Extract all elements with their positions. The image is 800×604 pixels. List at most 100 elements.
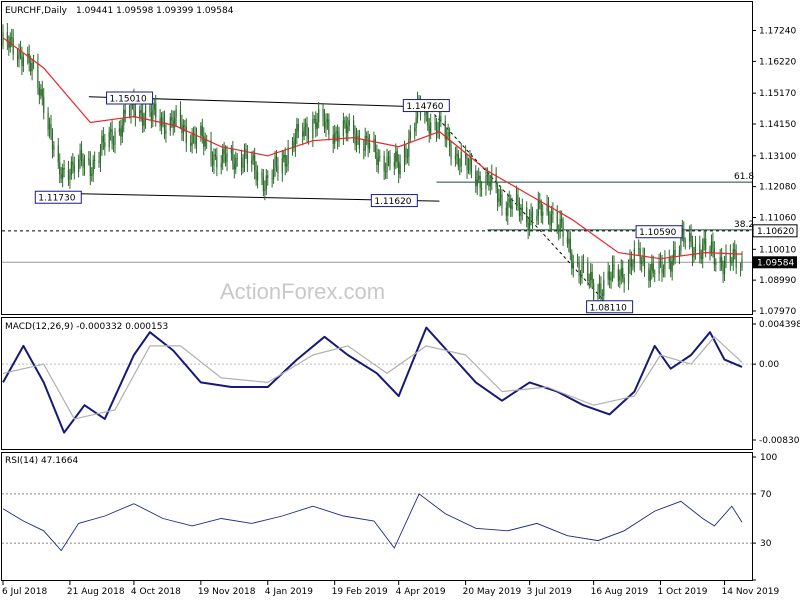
candle-body (145, 106, 146, 120)
price-annotation-label: 1.14760 (406, 102, 443, 112)
candle-body (477, 179, 478, 186)
x-axis-label: 1 Oct 2019 (658, 587, 708, 597)
candle-body (570, 239, 571, 253)
candle-body (552, 211, 553, 214)
candle-body (631, 259, 632, 267)
candle-body (176, 109, 177, 117)
candle-body (600, 284, 601, 294)
candle-body (517, 195, 518, 202)
rsi-axis-label: 70 (760, 490, 772, 500)
candle-body (597, 291, 598, 299)
fibonacci-label: 38.2 (734, 220, 754, 230)
candle-body (709, 250, 710, 252)
candle-body (363, 149, 364, 151)
candle-body (603, 280, 604, 296)
candle-body (18, 50, 19, 60)
candle-body (277, 166, 278, 174)
level-price-label: 1.10620 (757, 227, 794, 237)
candle-body (592, 272, 593, 283)
candle-body (512, 205, 513, 209)
candle-body (343, 120, 344, 135)
candle-body (583, 263, 584, 264)
candle-body (162, 118, 163, 120)
candle-body (90, 160, 91, 176)
candle-body (267, 175, 268, 178)
candle-body (456, 154, 457, 156)
candle-body (74, 165, 75, 172)
candle-body (186, 127, 187, 143)
candle-body (72, 162, 73, 165)
candle-body (648, 268, 649, 281)
candle-body (222, 149, 223, 164)
candle-body (274, 156, 275, 167)
x-axis-label: 4 Oct 2018 (131, 587, 181, 597)
candle-body (587, 263, 588, 281)
candle-body (375, 139, 376, 152)
candle-body (608, 271, 609, 279)
candle-body (510, 199, 511, 209)
candle-body (171, 117, 172, 120)
candle-body (63, 168, 64, 170)
candle-body (577, 263, 578, 264)
candle-body (385, 171, 386, 172)
candle-body (407, 157, 408, 158)
candle-body (68, 170, 69, 180)
candle-body (17, 55, 18, 60)
candle-body (660, 261, 661, 262)
price-annotation-label: 1.08110 (590, 303, 627, 313)
candle-body (101, 136, 102, 150)
candle-body (129, 114, 130, 115)
x-axis-label: 19 Nov 2018 (198, 587, 256, 597)
candle-body (125, 110, 126, 114)
candle-body (705, 239, 706, 250)
candle-body (725, 253, 726, 261)
candle-body (711, 242, 712, 252)
candle-body (509, 199, 510, 203)
candle-body (529, 218, 530, 230)
candle-body (109, 132, 110, 148)
candle-body (624, 278, 625, 284)
candle-body (192, 133, 193, 146)
candle-body (701, 255, 702, 259)
price-header-ohlc: 1.09441 1.09598 1.09399 1.09584 (76, 6, 234, 16)
candle-body (714, 249, 715, 265)
candle-body (602, 293, 603, 296)
candle-body (366, 136, 367, 138)
candle-body (81, 150, 82, 161)
price-axis-label: 1.12080 (759, 183, 796, 193)
candle-body (161, 118, 162, 127)
candle-body (104, 142, 105, 147)
candle-body (184, 125, 185, 127)
candle-body (439, 116, 440, 130)
x-axis-label: 4 Jan 2019 (265, 587, 313, 597)
candle-body (466, 158, 467, 170)
candle-body (283, 155, 284, 158)
candle-body (468, 166, 469, 170)
candle-body (336, 131, 337, 133)
candle-body (379, 156, 380, 158)
candle-body (152, 109, 153, 119)
candle-body (461, 152, 462, 166)
candle-body (29, 54, 30, 63)
candle-body (416, 118, 417, 128)
candle-body (359, 136, 360, 149)
candle-body (408, 138, 409, 156)
candle-body (663, 269, 664, 273)
candle-body (30, 63, 31, 71)
candle-body (298, 124, 299, 131)
candle-body (40, 89, 41, 95)
price-axis-label: 1.14150 (759, 120, 796, 130)
candle-body (347, 126, 348, 133)
candle-body (173, 120, 174, 128)
candle-body (480, 176, 481, 188)
candle-body (613, 264, 614, 269)
candle-body (736, 252, 737, 267)
candle-body (628, 267, 629, 284)
candle-body (53, 145, 54, 149)
candle-body (573, 263, 574, 269)
candle-body (685, 241, 686, 242)
candle-body (609, 271, 610, 280)
candle-body (724, 261, 725, 274)
candle-body (622, 268, 623, 278)
